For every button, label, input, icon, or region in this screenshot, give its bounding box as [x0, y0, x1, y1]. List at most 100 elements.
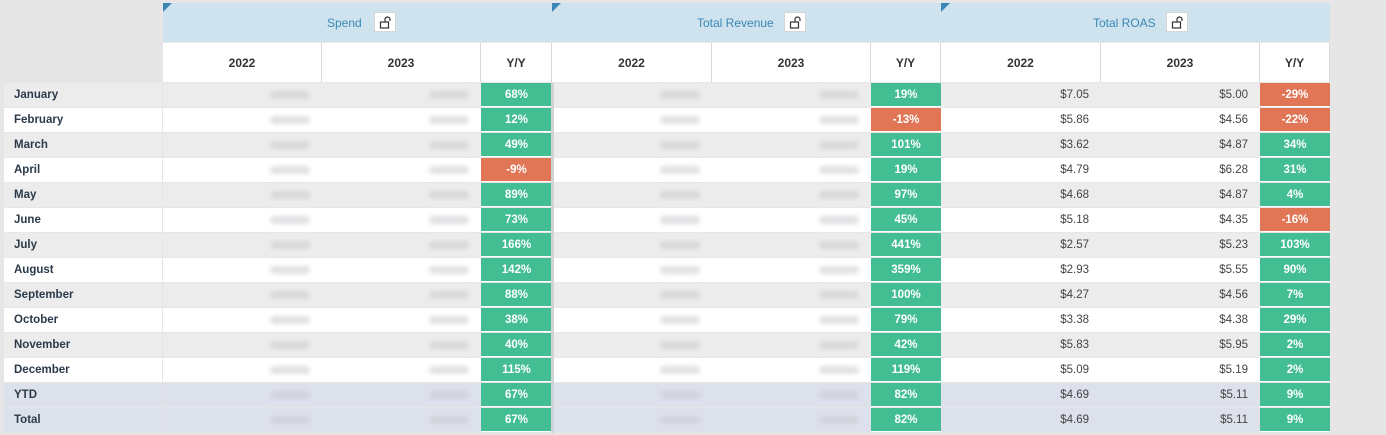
- blurred-value-cell: [712, 208, 871, 232]
- redacted-value: [270, 191, 310, 199]
- yoy-change-cell: 73%: [481, 208, 552, 232]
- redacted-value: [819, 241, 859, 249]
- blurred-value-cell: [712, 83, 871, 107]
- blurred-value-cell: [322, 208, 481, 232]
- blurred-value-cell: [552, 283, 712, 307]
- blurred-value-cell: [552, 333, 712, 357]
- redacted-value: [819, 141, 859, 149]
- header-corner-marker: [941, 3, 950, 12]
- roas-value-cell: $5.23: [1101, 233, 1260, 257]
- yoy-change-cell: 29%: [1260, 308, 1330, 332]
- blurred-value-cell: [163, 258, 322, 282]
- group-title: Spend: [327, 15, 362, 30]
- blurred-value-cell: [322, 233, 481, 257]
- yoy-change-cell: -9%: [481, 158, 552, 182]
- row-label: June: [4, 208, 162, 232]
- blurred-value-cell: [712, 233, 871, 257]
- row-label: October: [4, 308, 162, 332]
- redacted-value: [660, 141, 700, 149]
- redacted-value: [819, 91, 859, 99]
- redacted-value: [819, 341, 859, 349]
- row-label: January: [4, 83, 162, 107]
- redacted-value: [270, 116, 310, 124]
- roas-value-cell: $4.79: [941, 158, 1101, 182]
- blurred-value-cell: [163, 358, 322, 382]
- blurred-value-cell: [552, 108, 712, 132]
- roas-value-cell: $5.11: [1101, 408, 1260, 432]
- redacted-value: [429, 341, 469, 349]
- row-label: YTD: [4, 383, 162, 407]
- yoy-change-cell: 82%: [871, 408, 941, 432]
- column-header-2023: 2023: [322, 43, 481, 82]
- redacted-value: [270, 291, 310, 299]
- yoy-change-cell: 441%: [871, 233, 941, 257]
- blurred-value-cell: [552, 383, 712, 407]
- roas-value-cell: $2.93: [941, 258, 1101, 282]
- redacted-value: [819, 216, 859, 224]
- redacted-value: [429, 141, 469, 149]
- yoy-change-cell: 101%: [871, 133, 941, 157]
- redacted-value: [270, 266, 310, 274]
- redacted-value: [270, 316, 310, 324]
- blurred-value-cell: [163, 283, 322, 307]
- blurred-value-cell: [322, 183, 481, 207]
- redacted-value: [660, 316, 700, 324]
- unlock-icon[interactable]: [1166, 12, 1188, 32]
- redacted-value: [270, 166, 310, 174]
- redacted-value: [819, 191, 859, 199]
- yoy-change-cell: 45%: [871, 208, 941, 232]
- roas-value-cell: $5.86: [941, 108, 1101, 132]
- blurred-value-cell: [712, 108, 871, 132]
- redacted-value: [660, 291, 700, 299]
- yoy-change-cell: 12%: [481, 108, 552, 132]
- unlock-icon[interactable]: [784, 12, 806, 32]
- redacted-value: [429, 216, 469, 224]
- redacted-value: [660, 366, 700, 374]
- yoy-change-cell: 119%: [871, 358, 941, 382]
- redacted-value: [660, 241, 700, 249]
- redacted-value: [660, 416, 700, 424]
- roas-value-cell: $3.38: [941, 308, 1101, 332]
- redacted-value: [429, 266, 469, 274]
- redacted-value: [429, 291, 469, 299]
- blurred-value-cell: [163, 383, 322, 407]
- blurred-value-cell: [163, 333, 322, 357]
- row-label: November: [4, 333, 162, 357]
- row-label: September: [4, 283, 162, 307]
- redacted-value: [429, 366, 469, 374]
- roas-value-cell: $5.55: [1101, 258, 1260, 282]
- redacted-value: [429, 241, 469, 249]
- redacted-value: [270, 241, 310, 249]
- row-label: May: [4, 183, 162, 207]
- redacted-value: [429, 166, 469, 174]
- row-label: March: [4, 133, 162, 157]
- yoy-change-cell: 49%: [481, 133, 552, 157]
- blurred-value-cell: [712, 158, 871, 182]
- blurred-value-cell: [163, 408, 322, 432]
- redacted-value: [660, 91, 700, 99]
- blurred-value-cell: [322, 358, 481, 382]
- redacted-value: [660, 191, 700, 199]
- unlock-icon[interactable]: [374, 12, 396, 32]
- redacted-value: [270, 366, 310, 374]
- yoy-change-cell: 103%: [1260, 233, 1330, 257]
- roas-value-cell: $3.62: [941, 133, 1101, 157]
- redacted-value: [660, 391, 700, 399]
- blurred-value-cell: [552, 358, 712, 382]
- redacted-value: [819, 116, 859, 124]
- blurred-value-cell: [552, 308, 712, 332]
- yoy-change-cell: 166%: [481, 233, 552, 257]
- roas-value-cell: $4.56: [1101, 108, 1260, 132]
- redacted-value: [819, 316, 859, 324]
- yoy-change-cell: 79%: [871, 308, 941, 332]
- roas-value-cell: $4.68: [941, 183, 1101, 207]
- yoy-change-cell: 97%: [871, 183, 941, 207]
- yoy-change-cell: 115%: [481, 358, 552, 382]
- yoy-change-cell: -16%: [1260, 208, 1330, 232]
- blurred-value-cell: [552, 83, 712, 107]
- blurred-value-cell: [712, 383, 871, 407]
- redacted-value: [270, 341, 310, 349]
- column-header-2023: 2023: [712, 43, 871, 82]
- yoy-change-cell: -29%: [1260, 83, 1330, 107]
- redacted-value: [819, 291, 859, 299]
